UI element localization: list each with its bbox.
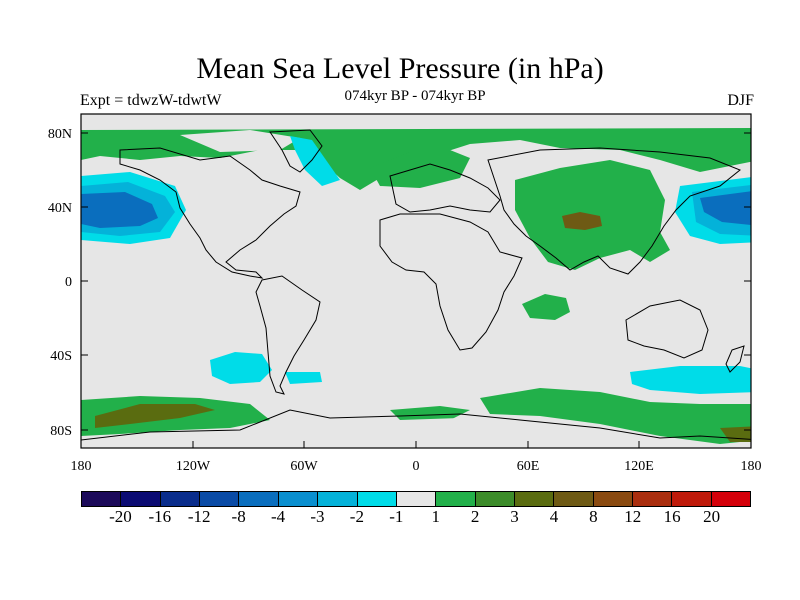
- lon-label-180e: 180: [741, 459, 762, 474]
- coast-greenland: [269, 129, 323, 173]
- colorbar-tick-label: -8: [231, 507, 246, 526]
- coast-asia: [487, 147, 741, 275]
- npac-west-core: [700, 191, 751, 226]
- colorbar-swatch: [239, 492, 279, 506]
- colorbar-swatch: [711, 492, 751, 506]
- colorbar-swatch: [396, 492, 437, 506]
- colorbar-swatch: [357, 492, 397, 506]
- colorbar-tick-label: -4: [270, 507, 286, 526]
- anomaly-indian-ocean-green: [522, 294, 570, 320]
- lon-label-180w: 180: [71, 459, 92, 474]
- colorbar-tick-label: 1: [431, 507, 440, 526]
- colorbar-swatch: [436, 492, 476, 506]
- colorbar-swatch: [475, 492, 515, 506]
- colorbar-tick-label: 8: [589, 507, 598, 526]
- coast-australia: [625, 299, 709, 359]
- anomaly-so-green-2: [480, 388, 751, 444]
- colorbar-tick-label: 12: [624, 507, 642, 526]
- season-label: DJF: [727, 92, 754, 109]
- anomaly-sio-cyan: [630, 366, 751, 394]
- anomaly-so-brown: [95, 404, 215, 428]
- colorbar-swatch: [672, 492, 712, 506]
- map-title: Mean Sea Level Pressure (in hPa): [196, 52, 604, 85]
- lon-label-60w: 60W: [290, 459, 318, 474]
- colorbar-tick-label: 20: [703, 507, 721, 526]
- npac-east-core: [81, 192, 158, 228]
- colorbar-swatch: [593, 492, 634, 506]
- colorbar-tick-label: -16: [148, 507, 172, 526]
- anomaly-satl-cyan: [285, 372, 322, 384]
- colorbar-swatch: [82, 492, 122, 506]
- experiment-label: Expt = tdwzW-tdwtW: [80, 92, 222, 109]
- lon-label-60e: 60E: [517, 459, 540, 474]
- colorbar-swatch: [200, 492, 240, 506]
- colorbar-swatch: [278, 492, 319, 506]
- coast-new-zealand: [725, 345, 745, 373]
- colorbar-swatch: [514, 492, 555, 506]
- colorbar-labels: -20 -16 -12 -8 -4 -3 -2 -1 1 2 3 4 8 12 16 20: [0, 507, 800, 529]
- coast-north-america: [119, 147, 301, 279]
- colorbar-tick-label: -1: [389, 507, 404, 526]
- coastlines: [81, 129, 751, 441]
- anomaly-tibet-brown: [562, 212, 602, 230]
- lon-label-120e: 120E: [624, 459, 654, 474]
- coast-south-america: [255, 275, 321, 395]
- lat-ticks: [80, 132, 752, 448]
- coast-europe: [389, 163, 501, 213]
- colorbar-swatch: [160, 492, 201, 506]
- coast-africa: [379, 213, 523, 351]
- antarctica-region: [240, 418, 670, 448]
- lon-label-120w: 120W: [176, 459, 211, 474]
- anomaly-sopac-cyan: [210, 352, 272, 384]
- arctic-gap: [180, 130, 300, 152]
- colorbar-tick-label: -3: [310, 507, 325, 526]
- map-subtitle: 074kyr BP - 074kyr BP: [344, 88, 486, 104]
- colorbar-tick-label: -20: [109, 507, 132, 526]
- colorbar-swatch: [633, 492, 673, 506]
- lat-label-40n: 40N: [48, 201, 72, 216]
- lon-label-0: 0: [413, 459, 420, 474]
- anomaly-eurasia-green: [370, 150, 470, 188]
- anomaly-greenland-cyan: [290, 136, 340, 186]
- colorbar: [81, 491, 751, 507]
- colorbar-tick-label: -2: [349, 507, 364, 526]
- lat-label-80s: 80S: [50, 424, 72, 439]
- colorbar-swatch: [121, 492, 161, 506]
- lat-label-40s: 40S: [50, 349, 72, 364]
- lat-label-80n: 80N: [48, 127, 72, 142]
- colorbar-tick-label: -12: [187, 507, 211, 526]
- lat-label-0: 0: [65, 275, 72, 290]
- colorbar-swatch: [554, 492, 594, 506]
- colorbar-tick-label: 16: [663, 507, 681, 526]
- colorbar-tick-label: 3: [510, 507, 519, 526]
- colorbar-tick-label: 2: [470, 507, 480, 526]
- anomaly-so-green-3: [390, 406, 470, 420]
- colorbar-swatch: [318, 492, 358, 506]
- colorbar-tick-label: 4: [549, 507, 559, 526]
- coast-antarctica: [81, 409, 751, 441]
